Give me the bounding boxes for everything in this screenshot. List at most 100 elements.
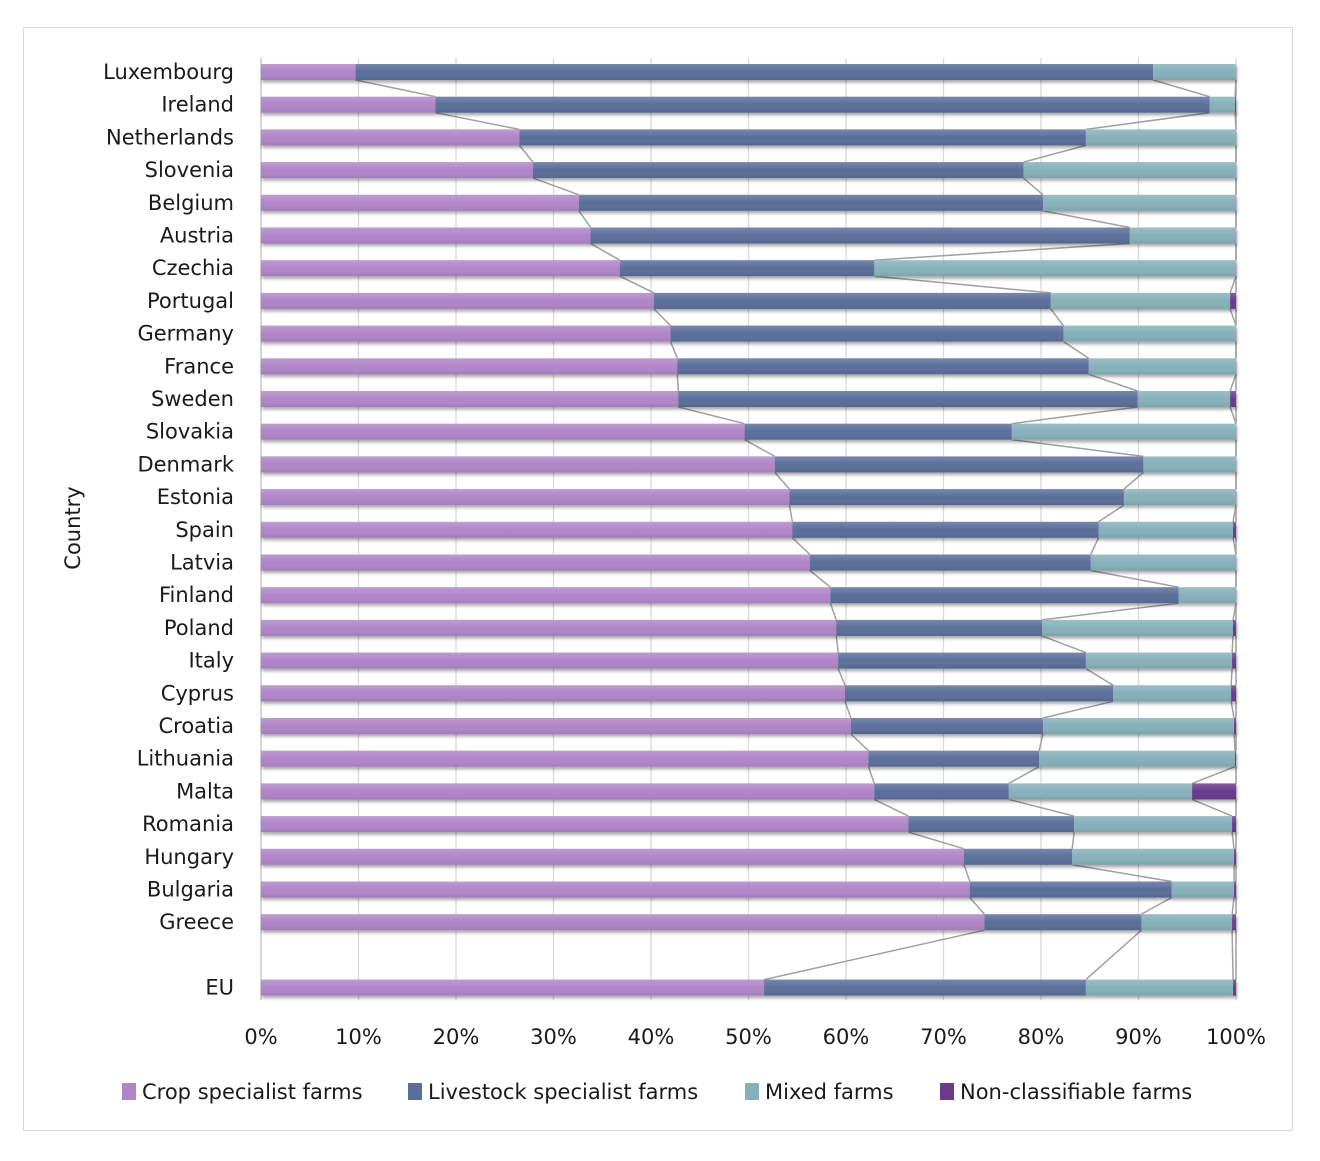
series-line [963, 864, 971, 882]
bar-sheen [1090, 554, 1236, 571]
series-line [435, 111, 520, 131]
category-label: Spain [175, 518, 234, 542]
bar-sheen [1042, 718, 1235, 734]
series-line [1072, 864, 1172, 883]
category-label: Croatia [159, 714, 235, 738]
bar-sheen [874, 260, 1236, 277]
bar-group-belgium [261, 194, 1236, 211]
bar-sheen [1039, 750, 1236, 767]
series-line [829, 602, 837, 621]
bar-group-eu [261, 979, 1236, 996]
x-tick-labels: 0% 10% 20% 30% 40% 50% 60% 70% 80% 90% 100% [244, 1025, 1266, 1049]
bar-group-hungary [261, 848, 1236, 865]
chart-frame [23, 27, 1293, 1131]
bar-sheen [1129, 227, 1236, 244]
series-line [1041, 635, 1087, 654]
bar-sheen [1143, 456, 1236, 473]
series-line [969, 897, 986, 915]
series-line [1152, 79, 1210, 98]
series-line [1229, 406, 1237, 424]
series-line [653, 308, 672, 327]
bar-sheen [764, 979, 1086, 996]
bar-sheen [836, 619, 1042, 636]
series-line [1023, 144, 1087, 163]
bar-group-italy [261, 652, 1236, 669]
x-tick-label: 30% [530, 1025, 577, 1049]
bar-sheen [963, 848, 1073, 865]
bar-sheen [1192, 783, 1236, 800]
bar-group-cyprus [261, 685, 1236, 702]
bar-sheen [519, 129, 1086, 146]
bar-sheen [261, 979, 765, 996]
bar-sheen [1050, 292, 1231, 309]
bar-sheen [261, 750, 869, 767]
bar-group-bulgaria [261, 881, 1236, 898]
bar-sheen [908, 816, 1075, 833]
bar-sheen [1178, 587, 1236, 604]
series-line [850, 733, 869, 752]
category-label: Hungary [144, 845, 234, 869]
bar-group-netherlands [261, 129, 1236, 146]
bar-sheen [1230, 292, 1236, 309]
bar-sheen [261, 783, 875, 800]
legend-label: Mixed farms [765, 1080, 894, 1104]
bar-group-france [261, 358, 1236, 375]
bar-sheen [845, 685, 1114, 702]
bar-sheen [435, 96, 1210, 113]
legend-item: Non-classifiable farms [940, 1080, 1192, 1104]
bar-sheen [838, 652, 1086, 669]
category-label: Slovenia [145, 158, 234, 182]
legend-label: Crop specialist farms [142, 1080, 363, 1104]
category-label: Belgium [148, 191, 234, 215]
bar-sheen [653, 292, 1051, 309]
series-line [867, 766, 875, 784]
series-line [1231, 897, 1235, 915]
bar-sheen [261, 521, 793, 538]
category-label: Malta [176, 779, 234, 803]
bar-sheen [677, 358, 1089, 375]
bar-sheen [578, 194, 1043, 211]
bar-sheen [1235, 96, 1236, 113]
series-line [1229, 374, 1237, 392]
x-tick-label: 100% [1206, 1025, 1266, 1049]
category-label: Estonia [157, 485, 234, 509]
bar-sheen [1063, 325, 1236, 342]
series-line [1141, 896, 1173, 915]
series-line [1011, 438, 1144, 458]
series-line [1041, 602, 1179, 621]
series-line [1008, 798, 1075, 817]
bar-sheen [1137, 391, 1231, 407]
bar-sheen [261, 64, 356, 80]
x-tick-label: 0% [244, 1025, 277, 1049]
bar-group-romania [261, 816, 1236, 833]
x-tick-label: 80% [1018, 1025, 1065, 1049]
bar-sheen [261, 292, 654, 309]
bar-sheen [590, 227, 1130, 244]
category-label: Denmark [137, 452, 234, 476]
legend-label: Non-classifiable farms [960, 1080, 1192, 1104]
category-label: Cyprus [161, 681, 234, 705]
series-line [1085, 667, 1114, 686]
bar-group-estonia [261, 489, 1236, 506]
series-line [1085, 111, 1210, 131]
bar-group-portugal [261, 292, 1236, 309]
bar-sheen [850, 718, 1043, 734]
category-label: Bulgaria [147, 878, 234, 902]
category-label: Portugal [147, 289, 234, 313]
bar-sheen [984, 914, 1142, 931]
legend-item: Mixed farms [745, 1080, 894, 1104]
series-line [809, 569, 831, 588]
bar-sheen [261, 194, 579, 211]
bar-sheen [789, 489, 1124, 506]
series-line [1008, 766, 1040, 785]
bar-sheen [809, 554, 1091, 571]
category-label: Netherlands [106, 125, 234, 149]
bar-group-sweden [261, 391, 1236, 407]
series-line [1090, 537, 1100, 555]
bar-sheen [1023, 162, 1236, 179]
category-label: Luxembourg [103, 60, 234, 84]
series-line [844, 701, 852, 719]
series-line [1038, 733, 1044, 751]
bar-sheen [261, 358, 678, 375]
bar-sheen [1233, 619, 1236, 636]
